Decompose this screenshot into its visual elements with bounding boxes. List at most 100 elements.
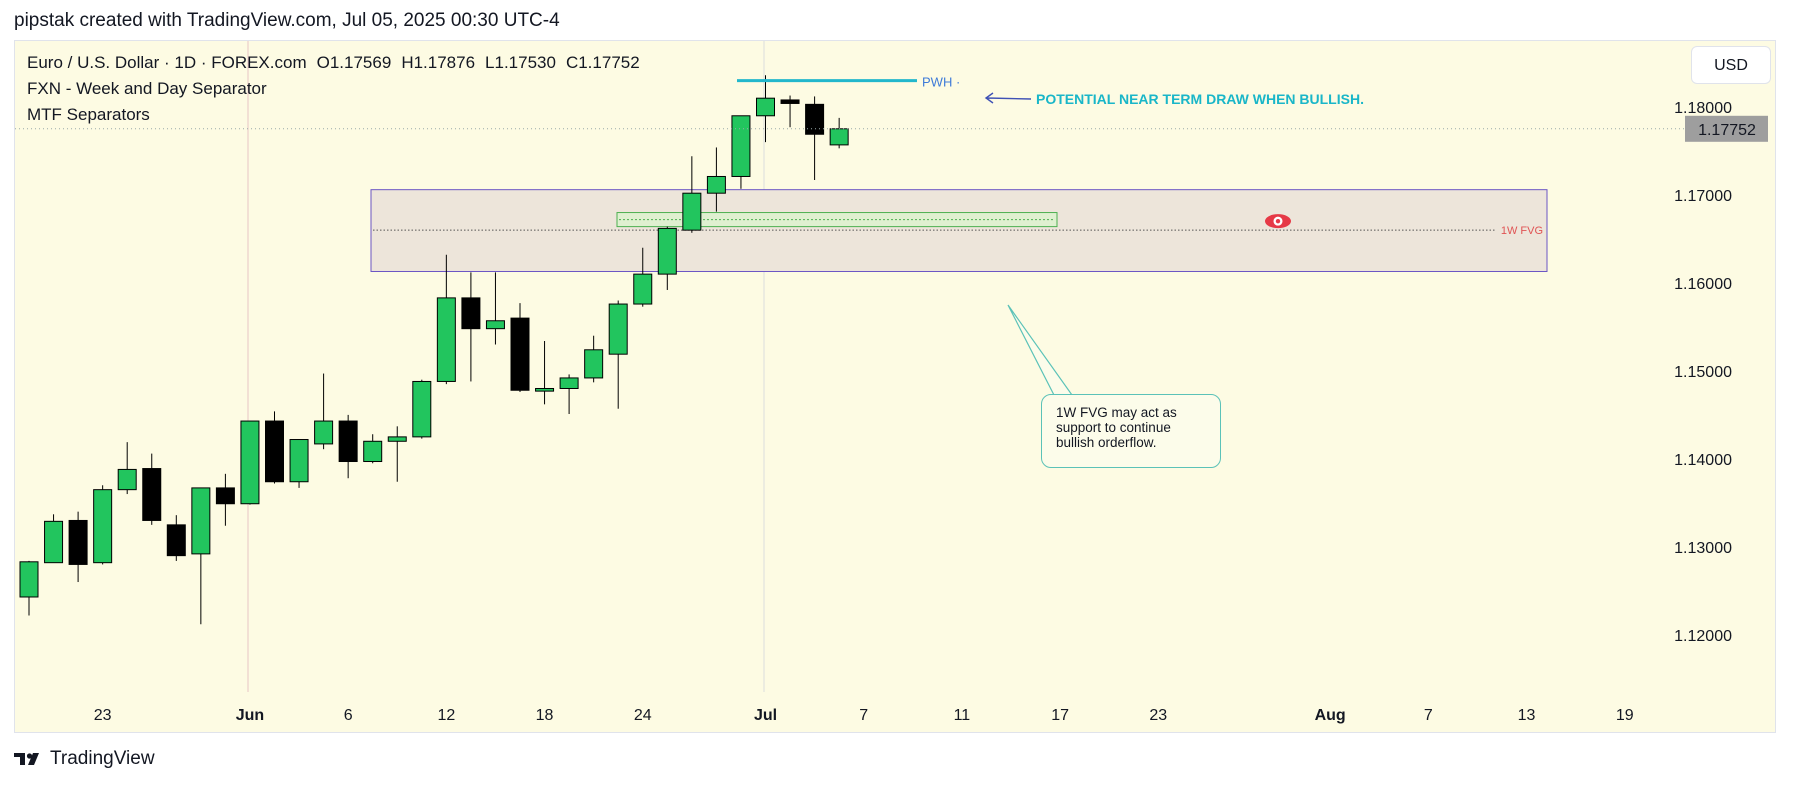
candle[interactable] xyxy=(535,340,555,405)
footer-brand: TradingView xyxy=(50,748,155,769)
arrow-left-icon xyxy=(984,92,1032,104)
candle-body xyxy=(240,420,260,505)
y-tick-label: 1.13000 xyxy=(1674,540,1732,557)
candle-body xyxy=(780,99,800,104)
candle[interactable] xyxy=(166,515,186,561)
candle[interactable] xyxy=(559,374,579,415)
x-tick-label: Jul xyxy=(754,707,777,724)
candle[interactable] xyxy=(387,426,407,482)
chart-frame[interactable] xyxy=(14,40,1776,733)
legend-symbol: Euro / U.S. Dollar · 1D · FOREX.com xyxy=(27,53,307,72)
y-tick-label: 1.18000 xyxy=(1674,100,1732,117)
x-tick-label: 7 xyxy=(859,707,868,724)
y-tick-label: 1.17000 xyxy=(1674,188,1732,205)
pwh-label: PWH · xyxy=(922,75,960,90)
candle[interactable] xyxy=(805,96,825,180)
candle-body xyxy=(314,420,334,445)
x-tick-label: 17 xyxy=(1051,707,1069,724)
candle-body xyxy=(191,487,211,555)
candle[interactable] xyxy=(780,95,800,128)
candle[interactable] xyxy=(706,147,726,212)
candle-body xyxy=(44,520,64,564)
x-tick-label: Aug xyxy=(1315,707,1346,724)
currency-button[interactable]: USD xyxy=(1691,46,1771,84)
candle-body xyxy=(829,128,849,146)
eye-icon-pupil xyxy=(1275,218,1281,224)
candle[interactable] xyxy=(363,434,383,464)
fvg-label: 1W FVG xyxy=(1501,225,1543,237)
candle[interactable] xyxy=(756,75,775,143)
candle-body xyxy=(682,192,702,231)
candle-body xyxy=(485,320,505,330)
candle-body xyxy=(756,97,775,117)
last-price-badge xyxy=(1685,115,1768,142)
x-tick-label: 12 xyxy=(437,707,455,724)
x-tick-label: 11 xyxy=(954,707,971,724)
candle[interactable] xyxy=(142,453,162,525)
last-price-label: 1.17752 xyxy=(1698,122,1756,139)
candle[interactable] xyxy=(44,514,64,564)
candle-body xyxy=(363,440,383,463)
candle-body xyxy=(633,273,653,305)
candle[interactable] xyxy=(510,303,530,393)
legend-close: C1.17752 xyxy=(565,53,640,72)
candle-body xyxy=(559,377,579,389)
x-tick-label: 7 xyxy=(1424,707,1433,724)
candle-body xyxy=(412,380,432,438)
plot-background xyxy=(15,41,1775,732)
candle-body xyxy=(142,468,162,521)
candle-body xyxy=(265,420,284,483)
candle-body xyxy=(436,297,456,382)
eye-icon[interactable] xyxy=(1265,214,1291,229)
x-tick-label: 23 xyxy=(94,707,112,724)
candle[interactable] xyxy=(19,560,39,616)
candle[interactable] xyxy=(117,442,137,495)
tradingview-logo: TradingView xyxy=(14,748,155,770)
candle[interactable] xyxy=(584,335,604,383)
legend-indicator-separator[interactable]: FXN - Week and Day Separator xyxy=(27,79,267,98)
candle[interactable] xyxy=(608,300,628,409)
candle[interactable] xyxy=(68,511,88,583)
candle[interactable] xyxy=(657,226,677,290)
x-tick-label: 6 xyxy=(344,707,353,724)
candle-body xyxy=(215,487,235,505)
x-tick-label: 19 xyxy=(1616,707,1634,724)
candle[interactable] xyxy=(731,115,751,189)
candle[interactable] xyxy=(314,373,334,450)
candle-body xyxy=(535,387,555,392)
candle[interactable] xyxy=(191,487,211,625)
legend-indicator-mtf[interactable]: MTF Separators xyxy=(27,105,150,124)
candle[interactable] xyxy=(215,473,235,526)
candle-body xyxy=(387,436,407,442)
candle-body xyxy=(338,420,358,463)
candle[interactable] xyxy=(436,254,456,385)
draw-note-text: POTENTIAL NEAR TERM DRAW WHEN BULLISH. xyxy=(1036,91,1364,107)
x-tick-label: 24 xyxy=(634,707,652,724)
candle[interactable] xyxy=(289,439,309,488)
candle-body xyxy=(731,115,751,177)
legend-symbol-line: Euro / U.S. Dollar · 1D · FOREX.com O1.17… xyxy=(27,53,640,73)
callout-note[interactable]: 1W FVG may act as support to continue bu… xyxy=(1041,394,1221,468)
candle-body xyxy=(706,175,726,194)
x-tick-label: 13 xyxy=(1518,707,1536,724)
y-tick-label: 1.12000 xyxy=(1674,628,1732,645)
candle[interactable] xyxy=(461,272,481,382)
y-tick-label: 1.14000 xyxy=(1674,452,1732,469)
candle[interactable] xyxy=(412,379,432,439)
candle[interactable] xyxy=(240,420,260,505)
candle-body xyxy=(584,349,604,379)
candle[interactable] xyxy=(93,485,113,565)
candle[interactable] xyxy=(485,272,505,345)
candle[interactable] xyxy=(633,247,653,307)
candle[interactable] xyxy=(338,414,358,479)
candle[interactable] xyxy=(265,411,284,484)
candle-body xyxy=(289,439,309,483)
candle-body xyxy=(657,227,677,275)
tradingview-logo-icon xyxy=(14,753,39,765)
candle-body xyxy=(805,103,825,135)
candle-body xyxy=(68,519,88,565)
candle-body xyxy=(117,468,137,491)
candle[interactable] xyxy=(682,156,702,233)
legend-high: H1.17876 xyxy=(401,53,476,72)
